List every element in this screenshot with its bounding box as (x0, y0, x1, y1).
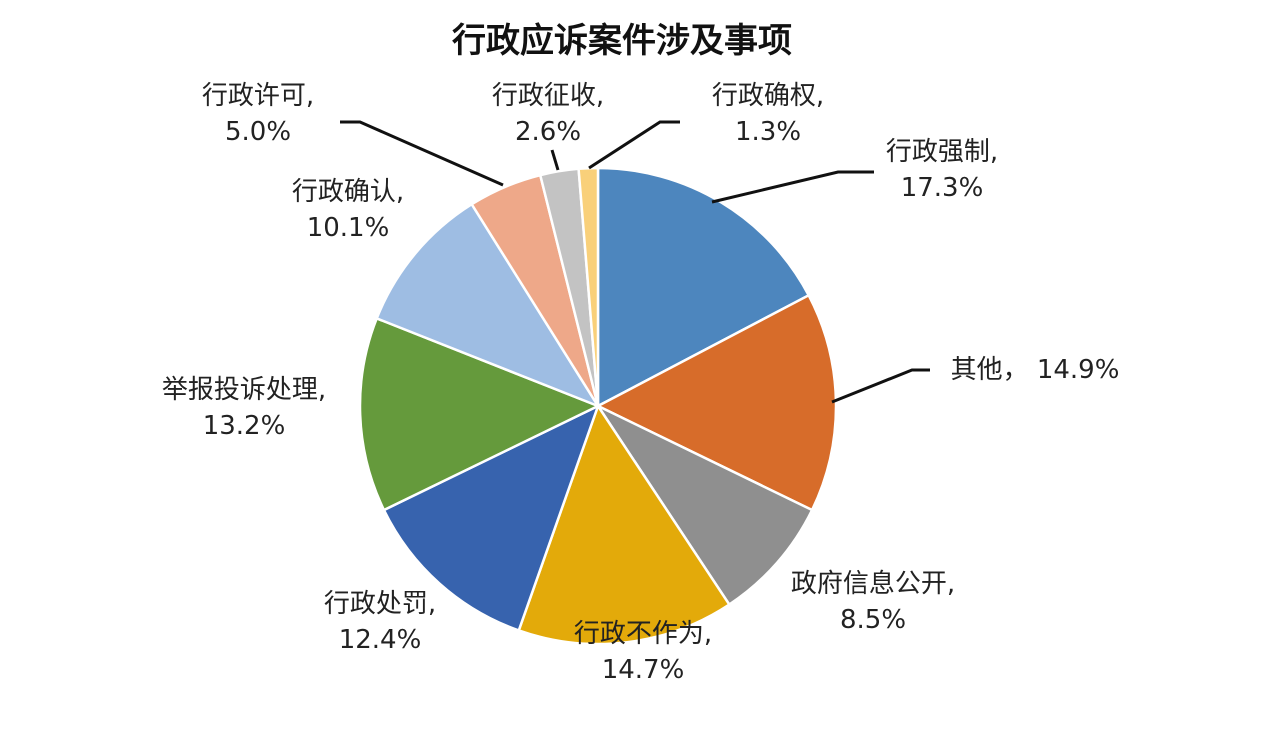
leader-line-8 (340, 120, 504, 187)
data-label-8: 行政许可, 5.0% (202, 81, 314, 147)
slice-1 (596, 166, 811, 409)
data-labels: 行政强制, 17.3% 其他， 14.9% 政府信息公开, 8.5% 行政不作为, 14.7… (162, 81, 1120, 685)
slice-3 (594, 402, 814, 607)
leader-line-1 (711, 170, 874, 204)
data-label-9: 行政征收, 2.6% (492, 81, 604, 147)
data-label-6: 举报投诉处理, 13.2% (162, 375, 326, 441)
leader-lines (340, 120, 930, 404)
leader-line-2 (831, 368, 930, 404)
data-label-2: 其他， 14.9% (951, 355, 1120, 385)
data-label-7: 行政确认, 10.1% (292, 177, 404, 243)
slice-6 (358, 316, 602, 512)
leader-line-10 (588, 120, 680, 170)
slice-10 (577, 166, 600, 407)
data-label-5: 行政处罚, 12.4% (324, 589, 436, 655)
data-label-4: 行政不作为, 14.7% (574, 619, 712, 685)
slice-2 (595, 293, 838, 512)
pie-slices (358, 166, 838, 646)
slice-7 (375, 202, 602, 409)
data-label-10: 行政确权, 1.3% (712, 81, 824, 147)
leader-line-9 (550, 149, 560, 171)
chart-title: 行政应诉案件涉及事项 (452, 21, 792, 61)
data-label-1: 行政强制, 17.3% (886, 137, 998, 203)
data-label-3: 政府信息公开, 8.5% (791, 569, 955, 635)
slice-4 (517, 403, 732, 646)
slice-5 (382, 403, 601, 633)
